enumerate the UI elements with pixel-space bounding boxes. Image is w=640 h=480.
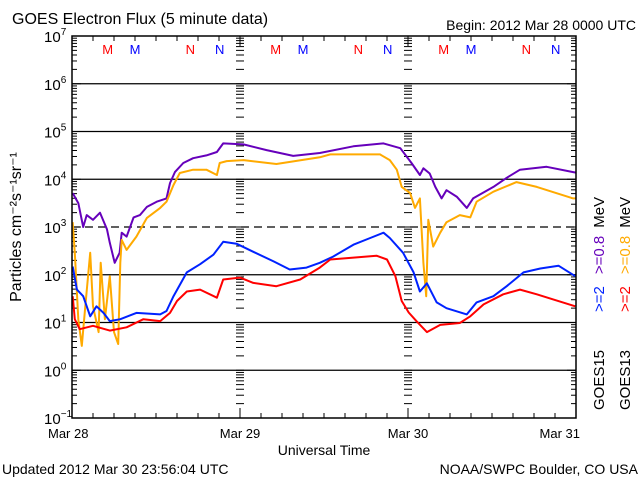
marker-n: N [354,42,363,57]
marker-m: M [466,42,477,57]
y-tick-exponent: 5 [61,123,67,134]
y-tick-exponent: 3 [61,218,67,229]
y-tick-exponent: 4 [61,170,67,181]
y-tick-exponent: 1 [61,314,67,325]
legend-entry: >=2 [617,286,634,312]
series-lines [71,142,577,347]
marker-m: M [438,42,449,57]
y-tick-label: 102 [44,266,67,285]
y-tick-exponent: 2 [61,266,67,277]
y-tick-base: 10 [44,268,61,285]
y-tick-label: 104 [44,170,67,189]
marker-n: N [186,42,195,57]
x-tick-label: Mar 31 [540,426,580,441]
axis-ticks [71,35,577,419]
y-tick-exponent: 0 [61,361,67,372]
y-axis-label: Particles cm⁻²s⁻¹sr⁻¹ [8,152,25,302]
series-line-goes13-0-8-mev [71,153,576,347]
y-tick-label: 107 [44,27,67,46]
series-line-goes15-0-8-mev [71,142,577,264]
legend-unit: MeV [591,197,608,228]
legend-entry: >=0.8 [591,236,608,274]
y-tick-label: 100 [44,361,67,380]
y-tick-label: 101 [44,314,67,333]
chart-title: GOES Electron Flux (5 minute data) [12,11,268,28]
begin-label: Begin: 2012 Mar 28 0000 UTC [446,17,636,33]
y-tick-label: 106 [44,75,67,94]
marker-m: M [130,42,141,57]
legend-entry: >=0.8 [617,236,634,274]
y-tick-base: 10 [44,363,61,380]
marker-m: M [270,42,281,57]
legend-column-goes13: GOES13 >=2 >=0.8 MeV [617,197,634,410]
marker-n: N [383,42,392,57]
x-axis-label: Universal Time [278,442,371,458]
grid [72,83,576,371]
y-tick-label: 10−1 [44,409,73,428]
marker-m: M [102,42,113,57]
y-tick-base: 10 [44,125,61,142]
y-tick-base: 10 [44,220,61,237]
y-tick-exponent: 6 [61,75,67,86]
marker-n: N [551,42,560,57]
series-line-goes13-2-mev [71,254,576,334]
legend-unit: MeV [617,197,634,228]
legend-column-goes15: GOES15 >=2 >=0.8 MeV [591,197,608,410]
y-tick-label: 105 [44,123,67,142]
x-tick-label: Mar 28 [48,426,88,441]
marker-m: M [298,42,309,57]
updated-timestamp: Updated 2012 Mar 30 23:56:04 UTC [2,461,228,477]
x-tick-label: Mar 30 [388,426,428,441]
x-tick-label: Mar 29 [220,426,260,441]
y-tick-exponent: −1 [61,409,73,420]
y-tick-exponent: 7 [61,27,67,38]
marker-n: N [522,42,531,57]
legend-satellite: GOES13 [617,350,634,410]
y-tick-base: 10 [44,77,61,94]
y-tick-base: 10 [44,172,61,189]
y-tick-base: 10 [44,411,61,428]
series-line-goes15-2-mev [71,231,576,323]
x-tick-labels: Mar 28 Mar 29 Mar 30 Mar 31 [48,426,580,441]
y-tick-base: 10 [44,29,61,46]
y-tick-label: 103 [44,218,67,237]
legend-entry: >=2 [591,286,608,312]
credit-label: NOAA/SWPC Boulder, CO USA [440,461,639,477]
y-tick-base: 10 [44,316,61,333]
legend: GOES15 >=2 >=0.8 MeV GOES13 >=2 >=0.8 MeV [591,197,634,410]
plot-frame [71,35,577,419]
legend-satellite: GOES15 [591,350,608,410]
marker-n: N [215,42,224,57]
